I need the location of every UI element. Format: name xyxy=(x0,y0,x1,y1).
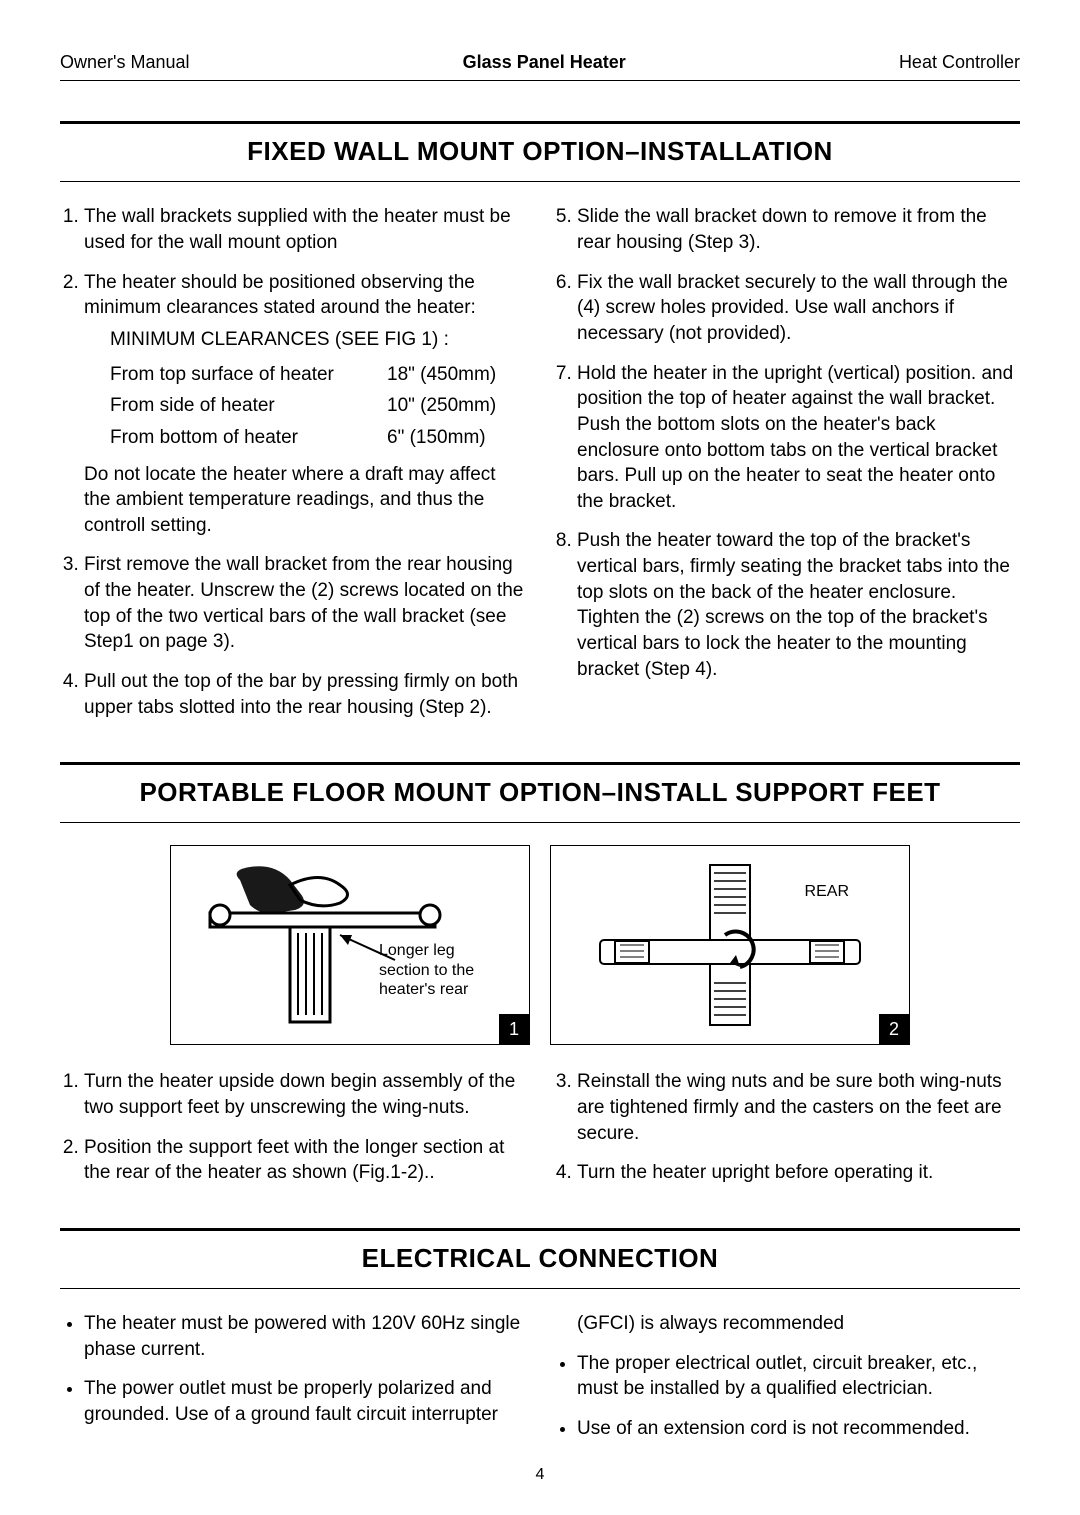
clearance-label: From side of heater xyxy=(110,393,387,419)
list-item: The proper electrical outlet, circuit br… xyxy=(577,1351,1020,1402)
electrical-columns: The heater must be powered with 120V 60H… xyxy=(60,1311,1020,1456)
figure-2-rear-label: REAR xyxy=(805,882,849,901)
list-item-text: The heater should be positioned observin… xyxy=(84,272,476,319)
clearance-value: 6" (150mm) xyxy=(387,425,527,451)
clearance-table: From top surface of heater 18" (450mm) F… xyxy=(110,359,527,454)
list-item: Push the heater toward the top of the br… xyxy=(577,528,1020,682)
list-item: The wall brackets supplied with the heat… xyxy=(84,204,527,255)
clearance-note: Do not locate the heater where a draft m… xyxy=(84,462,527,539)
list-item: Turn the heater upright before operating… xyxy=(577,1160,1020,1186)
floor-mount-list-right: Reinstall the wing nuts and be sure both… xyxy=(553,1069,1020,1186)
figure-1-badge: 1 xyxy=(499,1014,529,1044)
section-title-electrical: Electrical Connection xyxy=(60,1228,1020,1289)
electrical-list-left: The heater must be powered with 120V 60H… xyxy=(60,1311,527,1428)
list-item: Pull out the top of the bar by pressing … xyxy=(84,669,527,720)
floor-mount-columns: Turn the heater upside down begin assemb… xyxy=(60,1069,1020,1200)
electrical-right-col: (GFCI) is always recommended The proper … xyxy=(553,1311,1020,1456)
wall-mount-left-col: The wall brackets supplied with the heat… xyxy=(60,204,527,734)
wall-mount-right-col: Slide the wall bracket down to remove it… xyxy=(553,204,1020,734)
list-item: The power outlet must be properly polari… xyxy=(84,1376,527,1427)
list-item: The heater should be positioned observin… xyxy=(84,270,527,539)
list-item: First remove the wall bracket from the r… xyxy=(84,552,527,655)
clearance-heading: MINIMUM CLEARANCES (SEE FIG 1) : xyxy=(110,327,527,353)
list-item: Use of an extension cord is not recommen… xyxy=(577,1416,1020,1442)
header-center: Glass Panel Heater xyxy=(463,50,626,74)
list-item: Position the support feet with the longe… xyxy=(84,1135,527,1186)
figure-2: REAR 2 xyxy=(550,845,910,1045)
header-right: Heat Controller xyxy=(899,50,1020,74)
electrical-list-right: The proper electrical outlet, circuit br… xyxy=(553,1351,1020,1442)
clearance-label: From bottom of heater xyxy=(110,425,387,451)
floor-mount-right-col: Reinstall the wing nuts and be sure both… xyxy=(553,1069,1020,1200)
figure-2-illustration xyxy=(560,855,900,1035)
list-item: Hold the heater in the upright (vertical… xyxy=(577,361,1020,515)
floor-mount-list-left: Turn the heater upside down begin assemb… xyxy=(60,1069,527,1186)
page-number: 4 xyxy=(60,1464,1020,1486)
clearance-label: From top surface of heater xyxy=(110,362,387,388)
page-header: Owner's Manual Glass Panel Heater Heat C… xyxy=(60,50,1020,81)
wall-mount-columns: The wall brackets supplied with the heat… xyxy=(60,204,1020,734)
list-item: The heater must be powered with 120V 60H… xyxy=(84,1311,527,1362)
figure-1: Longer leg section to the heater's rear … xyxy=(170,845,530,1045)
wall-mount-list-right: Slide the wall bracket down to remove it… xyxy=(553,204,1020,682)
section-title-wall-mount: Fixed Wall Mount Option–Installation xyxy=(60,121,1020,182)
list-item: Slide the wall bracket down to remove it… xyxy=(577,204,1020,255)
clearance-value: 10" (250mm) xyxy=(387,393,527,419)
electrical-left-col: The heater must be powered with 120V 60H… xyxy=(60,1311,527,1456)
figure-1-caption: Longer leg section to the heater's rear xyxy=(379,941,509,999)
wall-mount-list-left: The wall brackets supplied with the heat… xyxy=(60,204,527,720)
clearance-block: MINIMUM CLEARANCES (SEE FIG 1) : From to… xyxy=(84,327,527,538)
table-row: From top surface of heater 18" (450mm) xyxy=(110,359,527,391)
figures-row: Longer leg section to the heater's rear … xyxy=(60,845,1020,1045)
header-left: Owner's Manual xyxy=(60,50,190,74)
table-row: From side of heater 10" (250mm) xyxy=(110,390,527,422)
list-item: Turn the heater upside down begin assemb… xyxy=(84,1069,527,1120)
table-row: From bottom of heater 6" (150mm) xyxy=(110,422,527,454)
clearance-value: 18" (450mm) xyxy=(387,362,527,388)
list-item: Reinstall the wing nuts and be sure both… xyxy=(577,1069,1020,1146)
electrical-continuation: (GFCI) is always recommended xyxy=(553,1311,1020,1337)
list-item: Fix the wall bracket securely to the wal… xyxy=(577,270,1020,347)
figure-2-badge: 2 xyxy=(879,1014,909,1044)
section-title-floor-mount: Portable Floor Mount Option–Install Supp… xyxy=(60,762,1020,823)
floor-mount-left-col: Turn the heater upside down begin assemb… xyxy=(60,1069,527,1200)
